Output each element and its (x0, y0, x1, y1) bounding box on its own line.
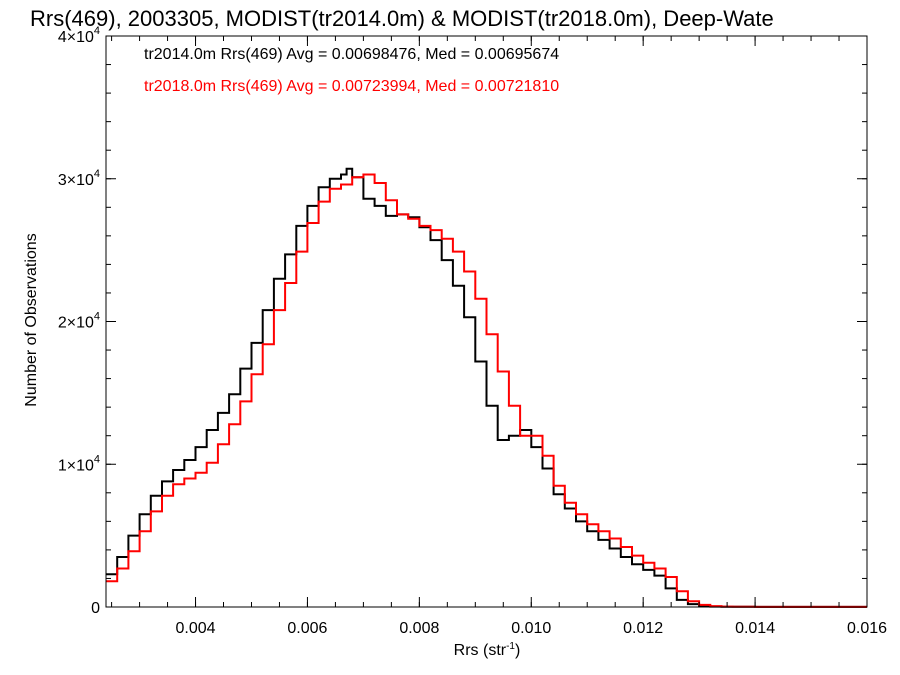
y-axis-label: Number of Observations (23, 233, 40, 406)
annotation-tr2018: tr2018.0m Rrs(469) Avg = 0.00723994, Med… (144, 78, 559, 95)
y-tick-label: 2×104 (58, 311, 100, 332)
series-lines (106, 167, 867, 608)
x-tick-label: 0.004 (176, 620, 216, 637)
x-tick-label: 0.006 (287, 620, 327, 637)
x-tick-label: 0.010 (511, 620, 551, 637)
y-tick-label: 1×104 (58, 453, 100, 474)
y-tick-label: 3×104 (58, 168, 100, 189)
x-tick-label: 0.016 (847, 620, 887, 637)
x-axis: 0.004 0.006 0.008 0.010 0.012 0.014 0.016 (111, 36, 887, 637)
x-axis-label-exponent: -1 (506, 641, 515, 652)
y-tick-label: 0 (91, 600, 100, 617)
chart-title: Rrs(469), 2003305, MODIST(tr2014.0m) & M… (30, 6, 774, 31)
series-line-tr2018-0m (106, 173, 867, 608)
annotation-tr2014: tr2014.0m Rrs(469) Avg = 0.00698476, Med… (144, 46, 559, 63)
x-axis-label-main: Rrs (str (454, 642, 507, 659)
x-axis-label-tail: ) (515, 642, 520, 659)
y-axis: 0 1×104 2×104 3×104 4×104 (58, 25, 867, 617)
x-tick-label: 0.012 (623, 620, 663, 637)
series-line-tr2014-0m (106, 167, 867, 608)
x-tick-label: 0.014 (735, 620, 775, 637)
x-tick-label: 0.008 (399, 620, 439, 637)
x-axis-label: Rrs (str-1) (454, 641, 521, 659)
y-tick-label: 4×104 (58, 25, 100, 46)
